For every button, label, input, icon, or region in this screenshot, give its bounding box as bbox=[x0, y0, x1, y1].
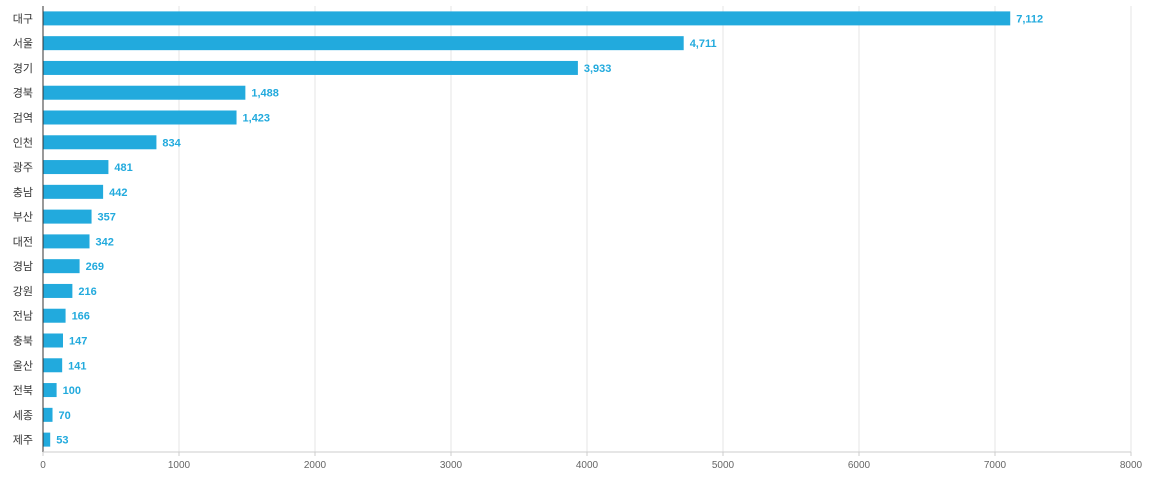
data-label: 166 bbox=[72, 311, 90, 323]
data-label: 141 bbox=[68, 360, 86, 372]
x-tick-label: 3000 bbox=[440, 460, 463, 471]
category-label: 경북 bbox=[13, 87, 33, 100]
category-label: 제주 bbox=[13, 434, 33, 447]
bar bbox=[43, 234, 90, 249]
data-label: 70 bbox=[59, 410, 71, 422]
data-label: 7,112 bbox=[1016, 13, 1043, 25]
x-tick-label: 4000 bbox=[576, 460, 599, 471]
category-label: 전북 bbox=[13, 384, 33, 397]
bar bbox=[43, 333, 63, 348]
category-label: 충북 bbox=[13, 335, 33, 348]
data-label: 100 bbox=[63, 385, 81, 397]
x-tick-label: 6000 bbox=[848, 460, 871, 471]
data-label: 342 bbox=[96, 236, 114, 248]
data-label: 442 bbox=[109, 187, 127, 199]
category-label: 광주 bbox=[13, 161, 33, 174]
data-label: 4,711 bbox=[690, 38, 717, 50]
bar bbox=[43, 432, 51, 447]
category-label: 서울 bbox=[13, 37, 33, 50]
x-tick-label: 0 bbox=[40, 460, 46, 471]
bar bbox=[43, 36, 684, 51]
bar bbox=[43, 283, 73, 298]
data-label: 216 bbox=[78, 286, 96, 298]
data-label: 481 bbox=[114, 162, 132, 174]
data-label: 834 bbox=[162, 137, 181, 149]
data-label: 1,423 bbox=[243, 113, 271, 125]
grid-lines bbox=[178, 6, 1132, 452]
x-tick-label: 2000 bbox=[304, 460, 327, 471]
bars-group bbox=[43, 11, 1011, 447]
category-label: 울산 bbox=[13, 359, 33, 372]
bar bbox=[43, 358, 63, 373]
x-tick-label: 1000 bbox=[168, 460, 191, 471]
data-label: 147 bbox=[69, 336, 87, 348]
data-label: 1,488 bbox=[251, 88, 279, 100]
category-label: 부산 bbox=[13, 211, 33, 224]
x-axis-ticks: 0 1000 2000 3000 4000 5000 6000 7000 8000 bbox=[40, 452, 1143, 471]
x-tick-label: 8000 bbox=[1120, 460, 1143, 471]
category-label: 검역 bbox=[13, 112, 33, 125]
category-label: 대전 bbox=[13, 235, 33, 248]
data-label: 53 bbox=[56, 435, 68, 447]
x-tick-label: 5000 bbox=[712, 460, 735, 471]
category-label: 강원 bbox=[13, 285, 33, 298]
bar bbox=[43, 110, 237, 125]
bar bbox=[43, 160, 109, 175]
value-labels: 7,112 4,711 3,933 1,488 1,423 834 481 442 357 342… bbox=[56, 13, 1043, 446]
bar bbox=[43, 308, 66, 323]
category-label: 경남 bbox=[13, 260, 33, 273]
bar bbox=[43, 383, 57, 398]
category-label: 인천 bbox=[13, 135, 33, 149]
bar bbox=[43, 85, 246, 100]
category-label: 경기 bbox=[13, 62, 33, 75]
bar bbox=[43, 407, 53, 422]
data-label: 357 bbox=[98, 212, 116, 224]
bar bbox=[43, 209, 92, 224]
x-tick-label: 7000 bbox=[984, 460, 1007, 471]
bar bbox=[43, 11, 1011, 26]
category-label: 전남 bbox=[13, 310, 33, 323]
category-label: 세종 bbox=[13, 409, 33, 422]
data-label: 269 bbox=[86, 261, 104, 273]
bar bbox=[43, 184, 104, 199]
category-label: 충남 bbox=[13, 186, 33, 199]
category-label: 대구 bbox=[13, 12, 33, 25]
bar bbox=[43, 60, 578, 75]
bar bbox=[43, 259, 80, 274]
bar bbox=[43, 135, 157, 150]
data-label: 3,933 bbox=[584, 63, 612, 75]
